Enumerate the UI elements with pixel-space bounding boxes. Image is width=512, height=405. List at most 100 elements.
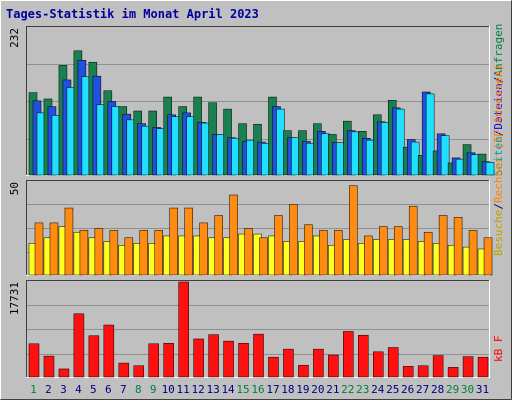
bar-middle-rechner-ip-adressen--22 <box>349 185 358 276</box>
bar-middle-rechner-ip-adressen--18 <box>289 204 298 276</box>
bar-bottom-kb-f-26 <box>402 366 414 378</box>
bar-bottom-kb-f-12 <box>193 338 204 378</box>
bar-middle-rechner-ip-adressen--28 <box>438 215 448 276</box>
day-label-8: 8 <box>135 383 142 396</box>
bar-bottom-kb-f-23 <box>358 334 369 378</box>
bar-bottom-kb-f-30 <box>462 356 474 378</box>
bar-middle-rechner-ip-adressen--5 <box>94 228 104 276</box>
bar-bottom-kb-f-21 <box>328 354 339 378</box>
bar-bottom-kb-f-9 <box>148 343 159 378</box>
bar-bottom-kb-f-11 <box>178 281 189 378</box>
x-axis-day-labels: 1 2 3 4 5 6 7 8 9 10 11 12 13 14 15 16 17 18 19 20 21 22 23 24 2… <box>30 383 489 396</box>
day-label-3: 3 <box>60 383 67 396</box>
legend-top-panel-part-4: Anfragen <box>492 24 505 77</box>
bar-bottom-kb-f-22 <box>343 331 354 378</box>
bar-bottom-kb-f-17 <box>268 356 279 378</box>
day-label-22: 22 <box>341 383 354 396</box>
bar-bottom-kb-f-31 <box>477 356 489 378</box>
bar-bottom-kb-f-28 <box>432 355 444 378</box>
bar-middle-rechner-ip-adressen--25 <box>393 226 403 276</box>
day-label-25: 25 <box>386 383 399 396</box>
day-label-2: 2 <box>45 383 52 396</box>
day-label-12: 12 <box>192 383 205 396</box>
day-label-19: 19 <box>296 383 309 396</box>
bar-bottom-kb-f-4 <box>73 313 85 378</box>
bar-bottom-kb-f-1 <box>28 343 40 378</box>
bar-middle-rechner-ip-adressen--21 <box>334 230 343 276</box>
bar-middle-rechner-ip-adressen--20 <box>319 230 328 276</box>
bar-middle-rechner-ip-adressen--13 <box>214 215 223 276</box>
bar-middle-rechner-ip-adressen--16 <box>259 237 268 276</box>
bar-middle-rechner-ip-adressen--29 <box>453 217 463 276</box>
day-label-7: 7 <box>120 383 127 396</box>
bar-middle-rechner-ip-adressen--1 <box>34 222 44 276</box>
legend-middle-panel: Besuche/Rechner (IP-Adressen) <box>492 64 505 256</box>
bar-middle-rechner-ip-adressen--9 <box>154 230 163 276</box>
bar-middle-rechner-ip-adressen--31 <box>483 237 493 276</box>
day-label-11: 11 <box>177 383 190 396</box>
bar-bottom-kb-f-5 <box>88 335 100 378</box>
bar-middle-rechner-ip-adressen--26 <box>408 205 418 276</box>
bar-bottom-kb-f-2 <box>43 355 55 378</box>
bar-middle-rechner-ip-adressen--23 <box>364 235 373 276</box>
legend-top-panel-part-1: / <box>492 130 505 137</box>
panel-top: 232 <box>8 26 495 176</box>
bar-bottom-kb-f-18 <box>283 348 294 378</box>
day-label-30: 30 <box>461 383 474 396</box>
day-label-23: 23 <box>356 383 369 396</box>
day-label-16: 16 <box>251 383 264 396</box>
bar-bottom-kb-f-10 <box>163 342 174 378</box>
day-label-13: 13 <box>206 383 219 396</box>
bar-bottom-kb-f-6 <box>103 324 115 378</box>
day-label-21: 21 <box>326 383 339 396</box>
bar-top-seiten-27 <box>425 93 435 176</box>
bar-middle-rechner-ip-adressen--10 <box>169 207 178 276</box>
bar-middle-rechner-ip-adressen--12 <box>199 222 208 276</box>
bar-top-seiten-31 <box>485 162 495 176</box>
day-label-1: 1 <box>30 383 37 396</box>
day-label-28: 28 <box>431 383 444 396</box>
bar-middle-rechner-ip-adressen--2 <box>49 222 59 276</box>
bar-middle-rechner-ip-adressen--19 <box>304 224 313 276</box>
day-label-14: 14 <box>221 383 235 396</box>
bar-bottom-kb-f-25 <box>387 347 399 378</box>
panel-middle: 50 <box>8 180 493 276</box>
bar-bottom-kb-f-20 <box>313 348 324 378</box>
bar-middle-rechner-ip-adressen--30 <box>468 230 478 276</box>
legend-middle-panel-part-0: Besuche <box>492 210 505 256</box>
bar-middle-rechner-ip-adressen--15 <box>244 228 253 276</box>
chart-title: Tages-Statistik im Monat April 2023 <box>6 7 259 21</box>
day-label-6: 6 <box>105 383 112 396</box>
day-label-10: 10 <box>162 383 175 396</box>
bar-top-seiten-28 <box>440 135 450 176</box>
day-label-24: 24 <box>371 383 385 396</box>
y-axis-max-label: 232 <box>8 28 21 48</box>
y-axis-max-label: 50 <box>8 182 21 195</box>
day-label-20: 20 <box>311 383 324 396</box>
y-axis-max-label: 17731 <box>8 282 21 315</box>
bar-middle-rechner-ip-adressen--14 <box>229 194 238 276</box>
day-label-17: 17 <box>266 383 279 396</box>
legend-top-panel-part-2: Dateien <box>492 83 505 129</box>
day-label-27: 27 <box>416 383 429 396</box>
legend-top-panel: Seiten/Dateien/Anfragen <box>492 24 505 176</box>
bar-bottom-kb-f-24 <box>373 351 384 378</box>
bar-middle-rechner-ip-adressen--7 <box>124 237 134 276</box>
bar-bottom-kb-f-29 <box>447 367 459 378</box>
panel-bottom: 17731 <box>8 280 490 378</box>
bar-bottom-kb-f-3 <box>58 368 70 378</box>
bar-middle-rechner-ip-adressen--17 <box>274 215 283 276</box>
bar-top-seiten-25 <box>395 108 405 176</box>
day-label-5: 5 <box>90 383 97 396</box>
bar-middle-rechner-ip-adressen--27 <box>423 231 433 276</box>
bar-bottom-kb-f-19 <box>298 364 309 378</box>
day-label-26: 26 <box>401 383 414 396</box>
day-label-4: 4 <box>75 383 82 396</box>
day-label-31: 31 <box>476 383 489 396</box>
legend-bottom-panel-part-0: kB F <box>492 336 505 363</box>
legend-middle-panel-part-1: / <box>492 203 505 210</box>
day-label-15: 15 <box>236 383 249 396</box>
bar-bottom-kb-f-7 <box>118 362 130 378</box>
